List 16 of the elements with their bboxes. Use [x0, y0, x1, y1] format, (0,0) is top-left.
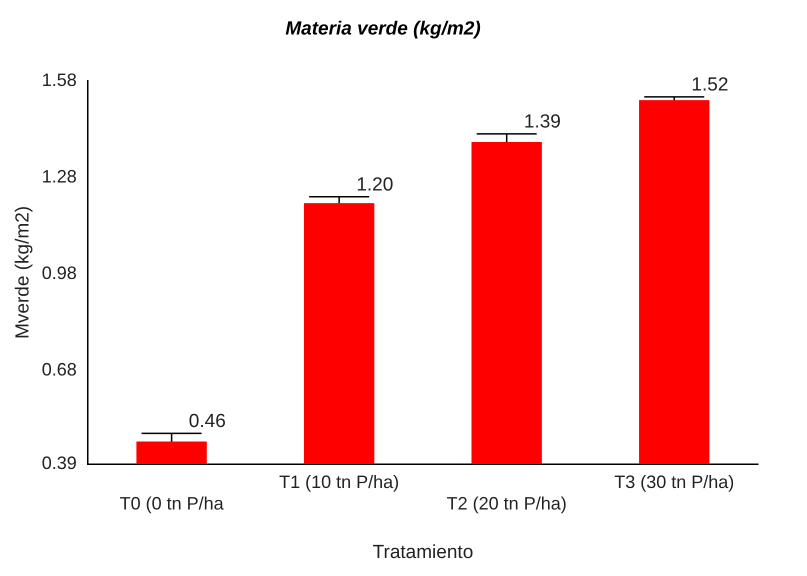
y-tick-label: 0.68	[42, 360, 77, 380]
data-label: 0.46	[188, 411, 226, 432]
y-tick-label: 0.98	[42, 262, 77, 283]
y-axis-title: Mverde (kg/m2)	[12, 206, 34, 339]
y-tick-label: 1.28	[42, 166, 77, 186]
x-tick-label: T0 (0 tn P/ha	[120, 493, 225, 514]
y-tick-label: 1.58	[42, 70, 77, 90]
data-label: 1.39	[524, 112, 561, 133]
data-label: 1.20	[356, 174, 394, 196]
y-tick-label: 0.39	[42, 452, 77, 473]
x-tick-label: T2 (20 tn P/ha)	[446, 493, 567, 514]
chart-title: Materia verde (kg/m2)	[285, 18, 481, 40]
data-label: 1.52	[691, 74, 728, 96]
x-axis-title: Tratamiento	[372, 542, 474, 563]
x-tick-label: T3 (30 tn P/ha)	[614, 472, 734, 492]
x-tick-label: T1 (10 tn P/ha)	[279, 472, 400, 492]
